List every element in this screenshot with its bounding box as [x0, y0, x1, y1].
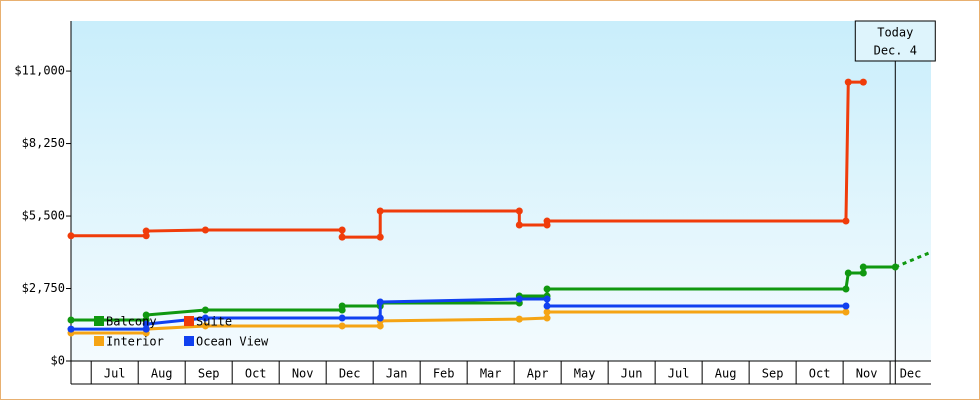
data-point [67, 316, 75, 324]
data-point [338, 322, 346, 330]
data-point [859, 263, 867, 271]
y-tick-label: $2,750 [22, 281, 65, 295]
x-tick-label: Oct [809, 367, 831, 381]
data-point [543, 295, 551, 303]
x-tick-label: Apr [527, 367, 549, 381]
data-point [338, 302, 346, 310]
data-point [376, 298, 384, 306]
x-tick-label: Jul [104, 367, 126, 381]
x-tick-label: Sep [762, 367, 784, 381]
data-point [515, 295, 523, 303]
data-point [142, 325, 150, 333]
today-label: Today [877, 26, 913, 40]
data-point [842, 217, 850, 225]
x-tick-label: Nov [856, 367, 878, 381]
today-box [854, 20, 936, 62]
data-point [515, 207, 523, 215]
y-tick-label: $0 [51, 354, 65, 368]
data-point [543, 217, 551, 225]
legend-swatch [184, 316, 194, 326]
data-point [842, 285, 850, 293]
y-tick-label: $8,250 [22, 136, 65, 150]
data-point [515, 221, 523, 229]
x-tick-label: May [574, 367, 596, 381]
data-point [844, 269, 852, 277]
data-point [543, 285, 551, 293]
data-point [67, 325, 75, 333]
data-point [842, 302, 850, 310]
data-point [338, 233, 346, 241]
x-tick-label: Jan [386, 367, 408, 381]
x-tick-label: Mar [480, 367, 502, 381]
data-point [844, 78, 852, 86]
x-tick-label: Nov [292, 367, 314, 381]
data-point [515, 315, 523, 323]
data-point [201, 226, 209, 234]
legend-swatch [94, 336, 104, 346]
legend-swatch [94, 316, 104, 326]
x-tick-label: Dec [339, 367, 361, 381]
data-point [859, 269, 867, 277]
x-tick-label: Oct [245, 367, 267, 381]
data-point [201, 314, 209, 322]
data-point [376, 322, 384, 330]
forecast-line [894, 250, 932, 269]
x-tick-label: Aug [151, 367, 173, 381]
data-point [201, 306, 209, 314]
data-point [376, 207, 384, 215]
y-tick-label: $5,500 [22, 209, 65, 223]
today-label: Dec. 4 [874, 44, 917, 58]
x-tick-label: Dec [900, 367, 922, 381]
data-point [859, 78, 867, 86]
legend-label: Ocean View [196, 335, 269, 349]
data-point [201, 322, 209, 330]
data-point [543, 314, 551, 322]
legend-swatch [184, 336, 194, 346]
x-tick-label: Aug [715, 367, 737, 381]
x-tick-label: Jul [668, 367, 690, 381]
x-tick-label: Jun [621, 367, 643, 381]
data-point [338, 314, 346, 322]
legend-label: Suite [196, 315, 232, 329]
legend-label: Balcony [106, 315, 157, 329]
x-tick-label: Sep [198, 367, 220, 381]
data-point [376, 314, 384, 322]
data-point [142, 311, 150, 319]
data-point [142, 227, 150, 235]
data-point [842, 308, 850, 316]
legend-label: Interior [106, 335, 164, 349]
data-point [338, 226, 346, 234]
data-point [891, 263, 899, 271]
data-point [543, 308, 551, 316]
data-point [376, 233, 384, 241]
data-point [67, 232, 75, 240]
data-point [142, 320, 150, 328]
data-point [543, 302, 551, 310]
y-tick-label: $11,000 [14, 64, 65, 78]
x-tick-label: Feb [433, 367, 455, 381]
